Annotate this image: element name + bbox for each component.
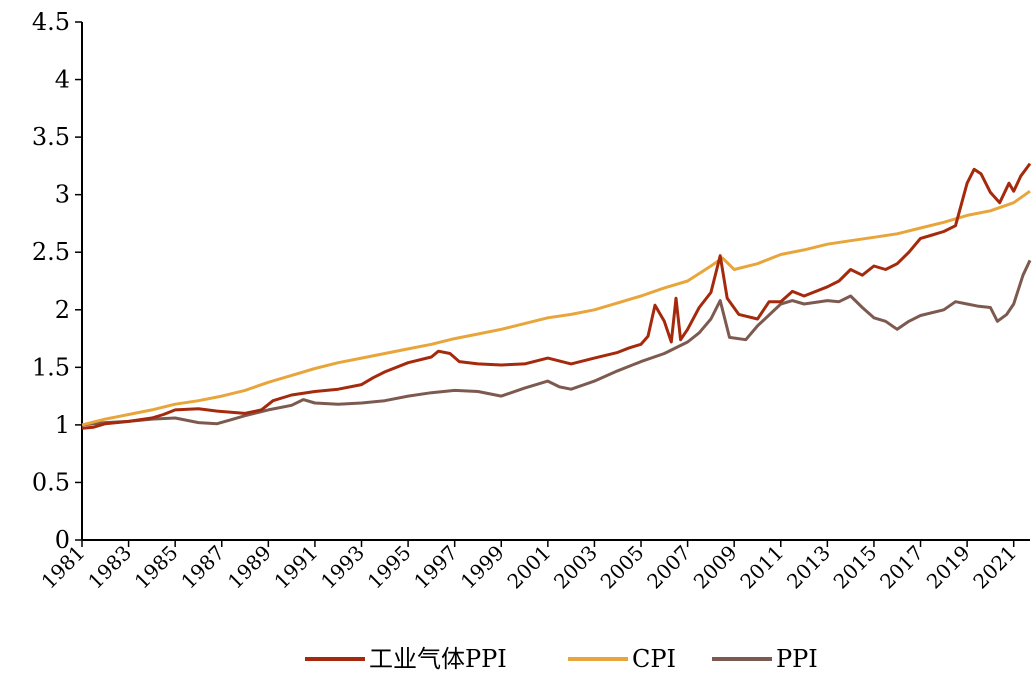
- x-tick-label: 1997: [409, 541, 462, 594]
- x-axis: 1981198319851987198919911993199519971999…: [37, 539, 1030, 594]
- y-tick-label: 2.5: [32, 238, 70, 266]
- x-tick-label: 1983: [83, 541, 136, 594]
- legend-label: PPI: [776, 645, 818, 673]
- series-lines: [81, 162, 1032, 430]
- x-tick-label: 1989: [223, 541, 276, 594]
- series-line-ppi: [81, 259, 1032, 427]
- x-tick-label: 2019: [922, 541, 975, 594]
- x-tick-label: 2003: [549, 541, 602, 594]
- y-tick-label: 0.5: [32, 468, 70, 496]
- x-tick-label: 1991: [269, 541, 322, 594]
- x-tick-label: 2001: [502, 541, 555, 594]
- y-tick-label: 1.5: [32, 353, 70, 381]
- x-tick-label: 2011: [735, 541, 788, 594]
- y-tick-label: 3.5: [32, 123, 70, 151]
- x-tick-label: 1995: [363, 541, 416, 594]
- x-tick-label: 2021: [968, 541, 1021, 594]
- y-tick-label: 4: [55, 66, 70, 94]
- x-tick-label: 1985: [130, 541, 183, 594]
- y-tick-label: 3: [55, 181, 70, 209]
- x-tick-label: 1993: [316, 541, 369, 594]
- x-tick-label: 2007: [642, 541, 695, 594]
- y-tick-label: 1: [55, 411, 70, 439]
- x-tick-label: 1999: [456, 541, 509, 594]
- legend: 工业气体PPI CPI PPI: [305, 645, 818, 673]
- y-axis: 0 0.5 1 1.5 2 2.5 3 3.5 4 4.5: [32, 8, 83, 554]
- x-tick-label: 2013: [782, 541, 835, 594]
- series-line-industrial-gas-ppi: [81, 162, 1032, 430]
- x-tick-label: 2009: [689, 541, 742, 594]
- legend-label: 工业气体PPI: [369, 645, 507, 673]
- x-tick-label: 2005: [596, 541, 649, 594]
- y-tick-label: 4.5: [32, 8, 70, 36]
- x-tick-label: 1987: [176, 541, 229, 594]
- legend-label: CPI: [632, 645, 676, 673]
- series-line-cpi: [81, 189, 1031, 427]
- y-tick-label: 2: [55, 296, 70, 324]
- y-tick-label: 0: [55, 526, 70, 554]
- x-tick-label: 2015: [829, 541, 882, 594]
- x-tick-label: 2017: [875, 541, 928, 594]
